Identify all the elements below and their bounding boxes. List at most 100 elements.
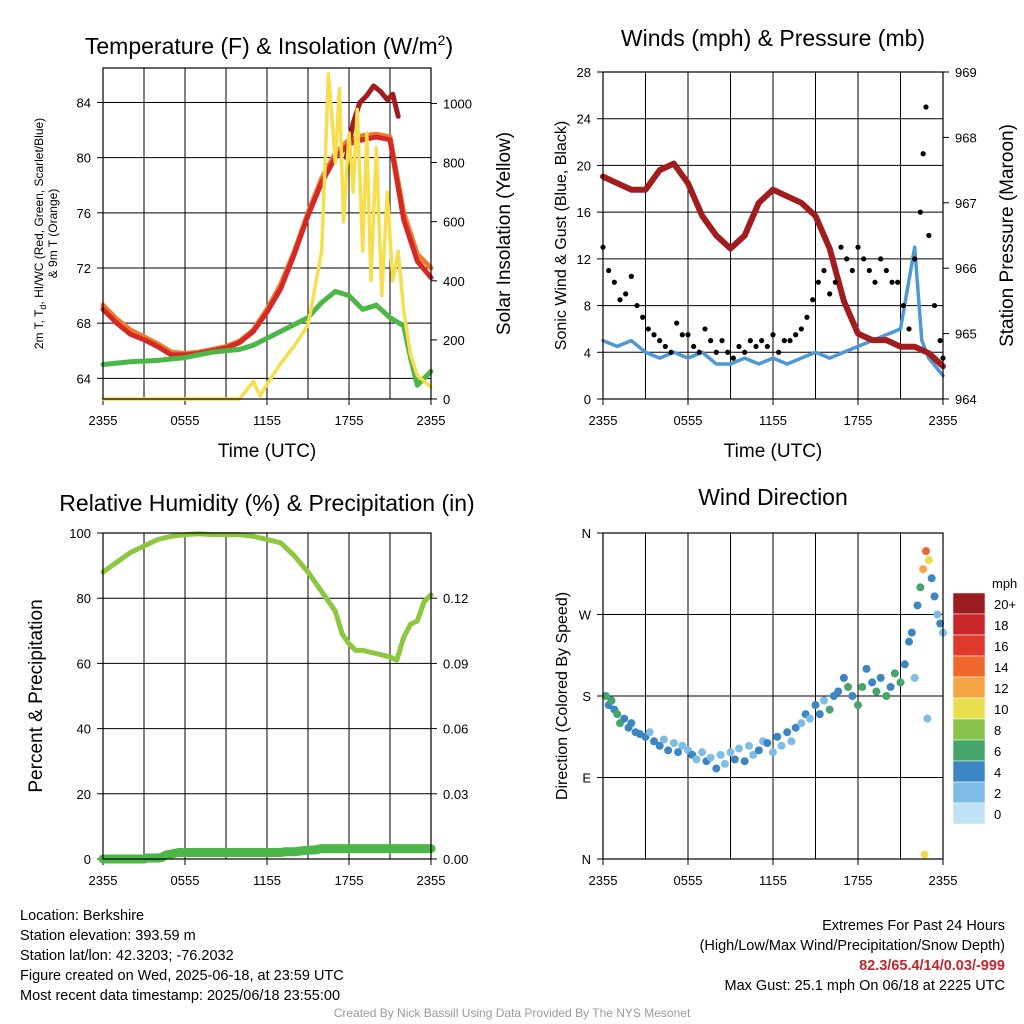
max-gust: Max Gust: 25.1 mph On 06/18 at 2225 UTC (724, 978, 1005, 994)
y-tick-label-right: 0.03 (443, 787, 468, 802)
series-line-2 (100, 134, 434, 358)
direction-point (773, 732, 782, 741)
y-tick-label-right: 0.09 (443, 656, 468, 671)
y-tick-label-left: 28 (577, 65, 591, 80)
plot-frame (602, 532, 944, 860)
direction-point (655, 741, 664, 750)
direction-point (754, 746, 763, 755)
y-tick-label-right: 1000 (443, 96, 472, 111)
direction-point (900, 660, 909, 669)
gust-point (668, 349, 674, 355)
y-tick-label-left: 0 (584, 392, 591, 407)
direction-point (797, 719, 806, 728)
direction-point (763, 739, 772, 748)
y-tick-label-left: 76 (77, 206, 91, 221)
y-tick-label-right: 800 (443, 156, 465, 171)
legend-label: 10 (994, 702, 1008, 717)
gust-point (912, 256, 918, 262)
direction-point (820, 696, 828, 705)
direction-point (811, 701, 820, 710)
gust-point (889, 279, 895, 285)
gust-point (770, 332, 776, 338)
direction-point (769, 748, 777, 757)
direction-point (692, 755, 701, 764)
y-axis-label-left-2: & 9m T (Orange) (46, 189, 60, 279)
gust-point (708, 338, 714, 344)
direction-point (706, 753, 715, 762)
gust-point (719, 338, 725, 344)
direction-point (777, 741, 786, 750)
plot-frame (102, 67, 432, 400)
y-tick-label-left: S (582, 689, 591, 704)
legend-label: 18 (994, 618, 1008, 633)
gust-point (776, 349, 782, 355)
y-axis-label-left: Sonic Wind & Gust (Blue, Black) (553, 121, 570, 350)
gust-point (645, 326, 651, 332)
station-info: Location: Berkshire Station elevation: 3… (20, 906, 344, 1006)
direction-point (674, 748, 683, 757)
x-tick-label: 2355 (929, 873, 958, 888)
gust-point (702, 326, 708, 332)
y-tick-label-right: 0.12 (443, 591, 468, 606)
gust-point (900, 302, 906, 309)
direction-point (890, 669, 899, 678)
direction-point (791, 723, 800, 732)
y-tick-label-right: 600 (443, 215, 465, 230)
x-tick-label: 2355 (417, 873, 446, 888)
y-tick-label-left: 100 (69, 526, 91, 541)
gust-point (827, 291, 833, 297)
legend-label: 12 (994, 681, 1008, 696)
direction-point (858, 682, 867, 691)
x-tick-label: 0555 (171, 413, 200, 428)
series-line-5 (101, 72, 433, 401)
direction-point (916, 583, 925, 592)
gust-point (804, 314, 810, 320)
gust-point (883, 267, 889, 274)
gust-point (679, 332, 685, 338)
y-tick-label-left: W (579, 608, 592, 623)
gust-point (815, 279, 821, 285)
direction-point (749, 750, 758, 759)
gust-point (628, 273, 634, 279)
x-tick-label: 1155 (759, 873, 787, 888)
direction-point (919, 565, 928, 574)
y-tick-label-right: 969 (955, 65, 977, 80)
direction-point (735, 744, 743, 753)
gust-point (640, 314, 646, 320)
direction-point (930, 592, 939, 601)
direction-point (854, 701, 862, 710)
legend-swatch (952, 718, 986, 741)
direction-point (920, 850, 929, 859)
legend-swatch (952, 655, 986, 678)
direction-point (848, 692, 857, 700)
gust-point (895, 279, 901, 285)
direction-point (659, 735, 668, 744)
y-axis-label-right: Station Pressure (Maroon) (997, 124, 1018, 347)
chart-title: Wind Direction (698, 484, 848, 510)
legend-label: 2 (994, 786, 1001, 801)
y-tick-label-left: 64 (77, 371, 91, 386)
x-tick-label: 1755 (335, 873, 364, 888)
legend-swatch (952, 781, 986, 804)
series-line-2 (600, 160, 946, 370)
gust-point (878, 256, 884, 262)
gust-point (917, 209, 923, 215)
direction-point (730, 755, 739, 764)
extremes-panel: Extremes For Past 24 Hours (High/Low/Max… (700, 916, 1005, 996)
y-tick-label-left: 8 (584, 299, 591, 314)
legend-swatch (952, 760, 986, 783)
direction-point (783, 728, 792, 737)
direction-point (862, 664, 871, 673)
direction-point (825, 705, 834, 714)
direction-point (886, 682, 895, 691)
gust-point (793, 332, 799, 338)
y-tick-label-right: 968 (955, 130, 977, 145)
direction-point (620, 714, 629, 723)
series-line-2 (98, 844, 436, 864)
direction-point (627, 719, 636, 728)
y-tick-label-right: 967 (955, 196, 977, 211)
y-tick-label-left: 12 (577, 252, 591, 267)
direction-point (645, 728, 654, 737)
x-tick-label: 1155 (253, 413, 281, 428)
direction-point (740, 757, 749, 766)
